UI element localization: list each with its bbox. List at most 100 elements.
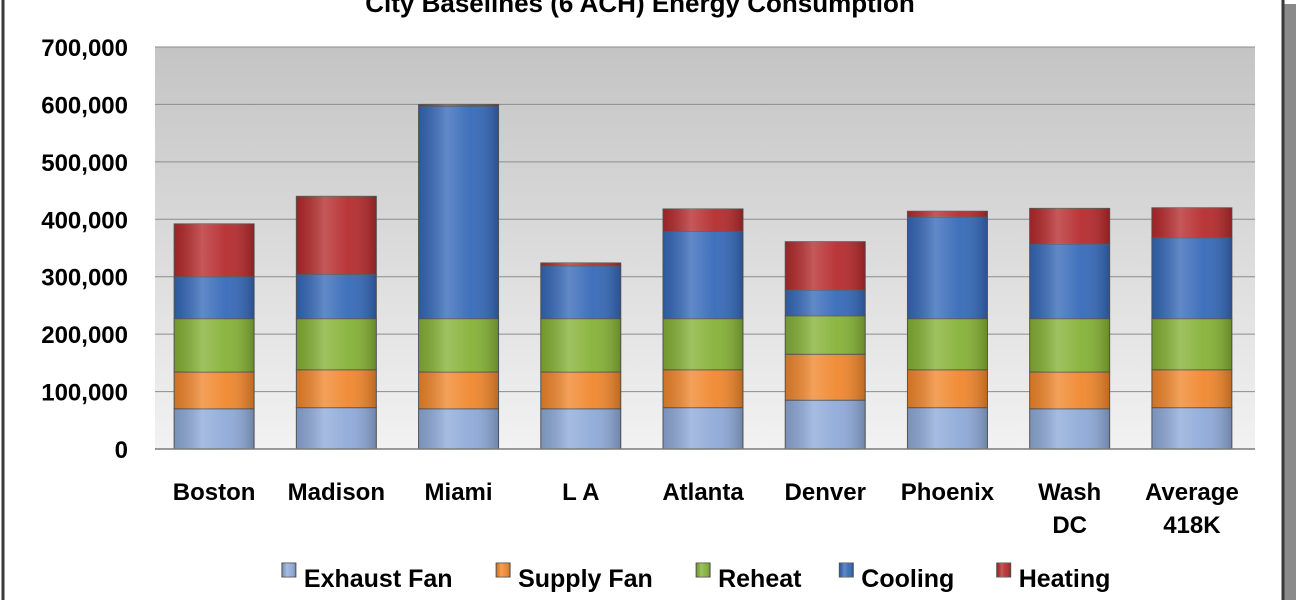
x-tick-label-line: 418K bbox=[1163, 512, 1221, 539]
bar-segment-shine bbox=[785, 315, 866, 355]
x-tick-label-line: Boston bbox=[173, 479, 256, 506]
x-tick-label-line: Madison bbox=[288, 479, 385, 506]
bar-segment-shine bbox=[418, 318, 499, 373]
bar-stack bbox=[1029, 207, 1111, 450]
bar-stack bbox=[906, 210, 988, 450]
legend-swatch-shine bbox=[281, 563, 296, 577]
legend-item: Exhaust Fan bbox=[281, 562, 453, 593]
legend-swatch-shine bbox=[839, 563, 854, 577]
bar-segment-shine bbox=[174, 276, 255, 319]
bar-segment-shine bbox=[1151, 318, 1232, 370]
legend-item: Cooling bbox=[838, 562, 954, 593]
chart-title: City Baselines (6 ACH) Energy Consumptio… bbox=[365, 0, 914, 18]
bar-segment-shine bbox=[1029, 208, 1110, 244]
legend-label: Cooling bbox=[861, 565, 954, 593]
bar-segment-shine bbox=[174, 318, 255, 373]
bar-stack bbox=[784, 241, 866, 450]
bar-segment-shine bbox=[785, 354, 866, 401]
x-tick-label-line: Phoenix bbox=[901, 479, 995, 506]
legend-swatch-shine bbox=[496, 563, 511, 577]
y-tick-label: 600,000 bbox=[41, 92, 128, 119]
legend-item: Supply Fan bbox=[495, 562, 653, 593]
bar-segment-shine bbox=[296, 318, 377, 370]
bar-segment-shine bbox=[174, 408, 255, 449]
bar-segment-shine bbox=[540, 408, 621, 449]
x-tick-label: Phoenix bbox=[901, 479, 995, 506]
bar-segment-shine bbox=[418, 408, 499, 449]
bar-segment-shine bbox=[174, 372, 255, 409]
x-tick-label: Madison bbox=[288, 479, 385, 506]
bar-segment-shine bbox=[907, 211, 988, 217]
y-tick-label: 400,000 bbox=[41, 207, 128, 234]
y-tick-label: 100,000 bbox=[41, 380, 128, 407]
bar-segment-shine bbox=[663, 231, 743, 319]
x-tick-label: Atlanta bbox=[662, 479, 744, 506]
y-axis-ticks: 0 100,000 200,000 300,000 400,000 500,000 600,… bbox=[41, 35, 128, 464]
bar-segment-shine bbox=[663, 318, 743, 370]
bar-segment-shine bbox=[785, 241, 866, 290]
bar-segment-shine bbox=[1151, 207, 1232, 238]
legend-label: Supply Fan bbox=[518, 565, 653, 593]
bar-segment-shine bbox=[540, 318, 621, 373]
bar-stack bbox=[418, 103, 500, 450]
legend-item: Heating bbox=[996, 562, 1111, 593]
bar-segment-shine bbox=[785, 289, 866, 316]
x-tick-label-line: L A bbox=[562, 479, 599, 506]
legend-swatch-shine bbox=[996, 563, 1011, 577]
bar-segment-shine bbox=[296, 274, 377, 319]
bar-segment-shine bbox=[785, 400, 866, 449]
bar-segment-shine bbox=[907, 216, 988, 319]
x-tick-label: Boston bbox=[173, 479, 256, 506]
bar-segment-shine bbox=[1151, 407, 1232, 449]
bar-stack bbox=[295, 195, 377, 450]
x-tick-label-line: DC bbox=[1052, 512, 1087, 539]
bar-stack bbox=[540, 262, 622, 450]
x-tick-label: Denver bbox=[785, 479, 866, 506]
bar-segment-shine bbox=[174, 223, 255, 277]
bar-stack bbox=[1151, 207, 1233, 450]
legend-item: Reheat bbox=[695, 562, 802, 593]
y-tick-label: 700,000 bbox=[41, 35, 128, 62]
legend: Exhaust Fan Supply Fan Reheat Cooling Heatin… bbox=[281, 562, 1111, 593]
bar-segment-shine bbox=[296, 196, 377, 275]
bar-segment-shine bbox=[540, 262, 621, 266]
y-tick-label: 0 bbox=[115, 437, 128, 464]
bar-segment-shine bbox=[663, 407, 743, 449]
bar-segment-shine bbox=[1029, 372, 1110, 409]
bar-segment-shine bbox=[663, 208, 743, 232]
x-axis-ticks: Boston Madison Miami L A Atlanta Denver Phoeni… bbox=[173, 479, 1239, 539]
bar-segment-shine bbox=[540, 265, 621, 319]
bar-segment-shine bbox=[1029, 243, 1110, 319]
bar-segment-shine bbox=[663, 369, 743, 408]
bar-segment-shine bbox=[1029, 408, 1110, 449]
bar-segment-shine bbox=[296, 369, 377, 408]
bar-segment-shine bbox=[907, 369, 988, 408]
bar-stack bbox=[662, 208, 744, 450]
legend-label: Reheat bbox=[718, 565, 802, 593]
x-tick-label-line: Wash bbox=[1038, 479, 1101, 506]
bar-segment-shine bbox=[1151, 237, 1232, 319]
bar-segment-shine bbox=[1029, 318, 1110, 373]
bar-segment-shine bbox=[296, 407, 377, 449]
bar-segment-shine bbox=[907, 318, 988, 370]
x-tick-label: Average 418K bbox=[1145, 479, 1239, 539]
bar-stack bbox=[173, 223, 255, 450]
bar-segment-shine bbox=[418, 104, 499, 107]
x-tick-label: Wash DC bbox=[1038, 479, 1101, 539]
x-tick-label-line: Atlanta bbox=[662, 479, 744, 506]
x-tick-label: Miami bbox=[425, 479, 493, 506]
legend-label: Exhaust Fan bbox=[304, 565, 453, 593]
bar-segment-shine bbox=[1151, 369, 1232, 408]
x-tick-label: L A bbox=[562, 479, 599, 506]
bar-segment-shine bbox=[907, 407, 988, 449]
legend-label: Heating bbox=[1019, 565, 1111, 593]
bar-segment-shine bbox=[418, 106, 499, 319]
x-tick-label-line: Denver bbox=[785, 479, 866, 506]
y-tick-label: 500,000 bbox=[41, 150, 128, 177]
x-tick-label-line: Miami bbox=[425, 479, 493, 506]
bar-segment-shine bbox=[540, 372, 621, 409]
x-tick-label-line: Average bbox=[1145, 479, 1239, 506]
legend-swatch-shine bbox=[696, 563, 711, 577]
